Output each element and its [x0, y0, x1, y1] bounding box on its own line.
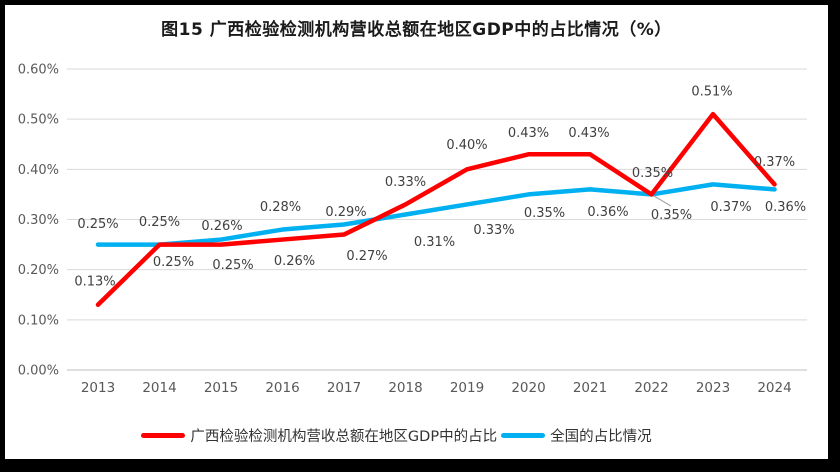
- guangxi-data-label: 0.13%: [74, 274, 115, 289]
- guangxi-data-label: 0.43%: [568, 126, 609, 141]
- y-axis-tick-label: 0.30%: [18, 213, 59, 228]
- legend-item-national: 全国的占比情况: [501, 425, 652, 446]
- x-axis-tick-label: 2018: [388, 380, 422, 396]
- national-series-line: [95, 182, 777, 247]
- x-axis-tick-label: 2015: [204, 380, 238, 396]
- legend-label-guangxi: 广西检验检测机构营收总额在地区GDP中的占比: [190, 429, 498, 445]
- x-axis-tick-label: 2022: [634, 380, 668, 396]
- national-data-label: 0.36%: [587, 205, 628, 220]
- guangxi-data-label: 0.43%: [508, 126, 549, 141]
- x-axis-tick-label: 2016: [265, 380, 299, 396]
- guangxi-data-label: 0.51%: [691, 85, 732, 100]
- x-axis-tick-label: 2014: [142, 380, 176, 396]
- y-axis-tick-label: 0.60%: [18, 63, 59, 78]
- y-axis-tick-label: 0.00%: [18, 364, 59, 379]
- guangxi-data-label: 0.35%: [632, 166, 673, 181]
- x-axis-tick-label: 2019: [450, 380, 484, 396]
- label-leader-line: [653, 195, 672, 207]
- national-data-label: 0.29%: [325, 205, 366, 220]
- x-axis-tick-label: 2021: [573, 380, 607, 396]
- national-data-label: 0.36%: [765, 200, 806, 215]
- y-axis-tick-label: 0.10%: [18, 313, 59, 328]
- national-data-label: 0.25%: [77, 217, 118, 232]
- x-axis-tick-label: 2020: [511, 380, 545, 396]
- chart-legend: 广西检验检测机构营收总额在地区GDP中的占比 全国的占比情况: [5, 425, 808, 446]
- legend-swatch-red-line: [141, 433, 186, 438]
- legend-label-national: 全国的占比情况: [550, 429, 652, 445]
- legend-item-guangxi: 广西检验检测机构营收总额在地区GDP中的占比: [141, 425, 497, 446]
- x-axis-tick-label: 2017: [327, 380, 361, 396]
- y-axis-tick-label: 0.40%: [18, 163, 59, 178]
- guangxi-data-label: 0.40%: [446, 138, 487, 153]
- national-data-label: 0.33%: [473, 223, 514, 238]
- guangxi-data-label: 0.37%: [754, 155, 795, 170]
- x-axis-tick-label: 2024: [757, 380, 791, 396]
- chart-title: 图15 广西检验检测机构营收总额在地区GDP中的占比情况（%）: [161, 20, 672, 40]
- national-data-label: 0.31%: [414, 235, 455, 250]
- national-data-label: 0.25%: [139, 215, 180, 230]
- guangxi-data-label: 0.26%: [274, 254, 315, 269]
- national-data-label: 0.28%: [260, 200, 301, 215]
- guangxi-data-label: 0.25%: [153, 255, 194, 270]
- national-data-label: 0.35%: [524, 206, 565, 221]
- national-data-label: 0.37%: [710, 200, 751, 215]
- national-data-label: 0.35%: [651, 208, 692, 223]
- y-axis-tick-label: 0.20%: [18, 263, 59, 278]
- guangxi-data-label: 0.25%: [212, 258, 253, 273]
- line-chart-plot: 0.00% 0.10% 0.20% 0.30% 0.40% 0.50% 0.60% 2013 2…: [18, 63, 807, 396]
- legend-swatch-blue-line: [501, 433, 546, 438]
- guangxi-data-label: 0.27%: [346, 249, 387, 264]
- guangxi-series-line: [95, 111, 777, 308]
- y-axis-tick-label: 0.50%: [18, 113, 59, 128]
- x-axis-tick-label: 2023: [696, 380, 730, 396]
- x-axis-tick-label: 2013: [81, 380, 115, 396]
- guangxi-data-label: 0.33%: [385, 175, 426, 190]
- national-data-label: 0.26%: [201, 219, 242, 234]
